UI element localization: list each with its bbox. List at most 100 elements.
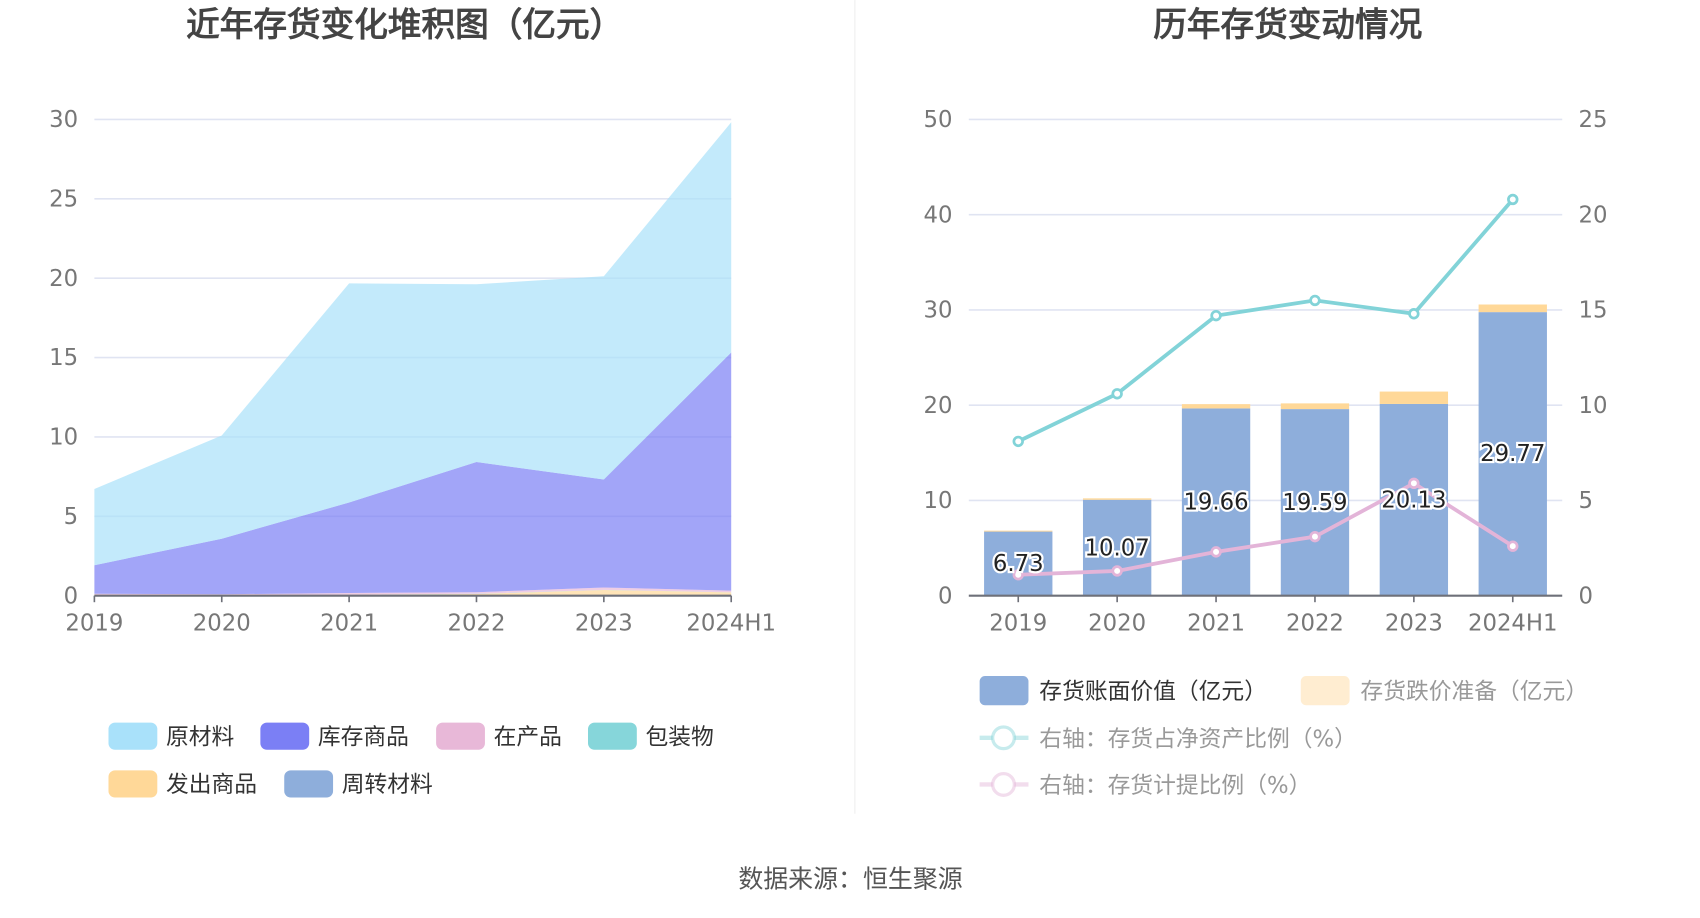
right-y-tick-label: 0 <box>1578 583 1592 609</box>
legend-label: 存货跌价准备（亿元） <box>1360 679 1588 705</box>
legend-item-包装物[interactable]: 包装物 <box>588 722 714 751</box>
line-net-asset-ratio <box>1017 198 1515 444</box>
x-tick-label: 2021 <box>1187 610 1245 636</box>
x-tick-label: 2023 <box>575 610 633 636</box>
legend-item-右轴：存货计提比例（%）[interactable]: 右轴：存货计提比例（%） <box>979 771 1312 799</box>
legend-marker-icon <box>991 771 1016 797</box>
bar-impairment <box>1082 498 1152 500</box>
right-y-tick-label: 20 <box>1578 202 1607 228</box>
bar-impairment <box>1181 404 1251 409</box>
bar-data-label: 19.66 <box>1183 490 1248 516</box>
left-y-tick-label: 10 <box>924 488 953 514</box>
line-point <box>1408 308 1420 320</box>
line-point <box>1210 546 1222 558</box>
bar-impairment <box>984 530 1053 532</box>
left-y-tick-label: 20 <box>924 393 953 419</box>
area-库存商品 <box>94 352 732 595</box>
area-发出商品 <box>94 589 732 596</box>
right-chart-title: 历年存货变动情况 <box>1153 5 1422 44</box>
legend-label: 在产品 <box>494 724 562 750</box>
x-tick-label: 2020 <box>1088 610 1146 636</box>
bar-data-label: 20.13 <box>1381 487 1446 513</box>
legend-item-存货账面价值（亿元）[interactable]: 存货账面价值（亿元） <box>979 675 1267 706</box>
x-tick-label: 2021 <box>320 610 378 636</box>
line-point <box>1111 565 1123 577</box>
left-y-tick-label: 40 <box>924 202 953 228</box>
legend-label: 包装物 <box>646 724 714 750</box>
y-tick-label: 25 <box>49 186 78 212</box>
left-y-tick-label: 50 <box>924 107 953 133</box>
legend-swatch <box>1300 675 1350 706</box>
y-tick-label: 5 <box>64 504 78 530</box>
right-y-tick-label: 5 <box>1578 488 1592 514</box>
legend-swatch <box>979 675 1029 706</box>
legend-item-发出商品[interactable]: 发出商品 <box>108 770 257 798</box>
bar-line-chart: 0 10 20 30 40 50 0 5 10 15 20 25 2019 2020 2021 2022 202… <box>924 107 1608 799</box>
area-原材料 <box>94 122 732 566</box>
y-tick-label: 0 <box>64 583 78 609</box>
legend-item-原材料[interactable]: 原材料 <box>108 722 234 751</box>
bar-impairment <box>1280 403 1350 410</box>
legend-item-右轴：存货占净资产比例（%）[interactable]: 右轴：存货占净资产比例（%） <box>979 725 1357 752</box>
legend-swatch <box>108 722 158 750</box>
x-tick-label: 2022 <box>448 610 506 636</box>
bar-data-label: 6.73 <box>993 551 1044 577</box>
line-point <box>1012 435 1024 448</box>
line-point <box>1111 388 1123 400</box>
right-y-tick-label: 25 <box>1578 107 1607 133</box>
legend-label: 右轴：存货计提比例（%） <box>1039 773 1311 799</box>
y-tick-label: 15 <box>49 345 78 371</box>
x-tick-label: 2024H1 <box>686 610 776 636</box>
bar-book-value <box>1181 408 1251 596</box>
area-在产品 <box>94 587 732 596</box>
legend-label: 库存商品 <box>318 724 409 750</box>
data-source: 数据来源：恒生聚源 <box>738 865 962 894</box>
left-y-tick-label: 30 <box>924 298 953 324</box>
legend-item-在产品[interactable]: 在产品 <box>436 722 562 751</box>
bar-data-label: 19.59 <box>1282 490 1347 516</box>
x-tick-label: 2024H1 <box>1468 610 1558 636</box>
line-point <box>1309 294 1321 307</box>
legend-swatch <box>260 722 310 750</box>
bar-impairment <box>1478 304 1547 313</box>
x-tick-label: 2022 <box>1286 610 1344 636</box>
legend-item-存货跌价准备（亿元）[interactable]: 存货跌价准备（亿元） <box>1300 675 1588 706</box>
stacked-area-chart: 0 5 10 15 20 25 30 2019 2020 2021 2022 2023 2024H1 原材… <box>49 107 776 798</box>
legend-swatch <box>284 770 334 798</box>
bar-book-value <box>1082 499 1152 596</box>
legend-label: 存货账面价值（亿元） <box>1039 679 1267 705</box>
bar-data-label: 10.07 <box>1085 535 1150 561</box>
line-point <box>1309 530 1321 543</box>
line-point <box>1012 569 1024 581</box>
bar-book-value <box>1280 409 1350 596</box>
line-point <box>1210 309 1222 322</box>
bar-impairment <box>1379 391 1449 404</box>
right-y-tick-label: 15 <box>1578 298 1607 324</box>
line-point <box>1507 540 1519 552</box>
legend-label: 原材料 <box>166 724 234 750</box>
legend-item-周转材料[interactable]: 周转材料 <box>284 770 433 798</box>
right-y-tick-label: 10 <box>1578 393 1607 419</box>
x-tick-label: 2023 <box>1385 610 1443 636</box>
legend-swatch <box>588 722 637 750</box>
x-tick-label: 2020 <box>193 610 251 636</box>
line-point <box>1507 193 1519 206</box>
y-tick-label: 30 <box>49 107 78 133</box>
line-point <box>1408 477 1420 489</box>
legend-label: 右轴：存货占净资产比例（%） <box>1039 726 1357 752</box>
legend-marker-icon <box>991 725 1016 751</box>
line-provision-ratio <box>1018 481 1514 577</box>
y-tick-label: 20 <box>49 266 78 292</box>
x-tick-label: 2019 <box>989 610 1047 636</box>
legend-swatch <box>108 770 158 798</box>
legend-label: 周转材料 <box>342 772 433 798</box>
bar-data-label: 29.77 <box>1480 441 1545 467</box>
legend-label: 发出商品 <box>166 772 257 798</box>
bar-book-value <box>984 531 1053 596</box>
legend-swatch <box>436 722 485 750</box>
y-tick-label: 10 <box>49 425 78 451</box>
x-tick-label: 2019 <box>65 610 123 636</box>
left-chart-title: 近年存货变化堆积图（亿元） <box>186 5 623 44</box>
legend-item-库存商品[interactable]: 库存商品 <box>260 722 409 751</box>
